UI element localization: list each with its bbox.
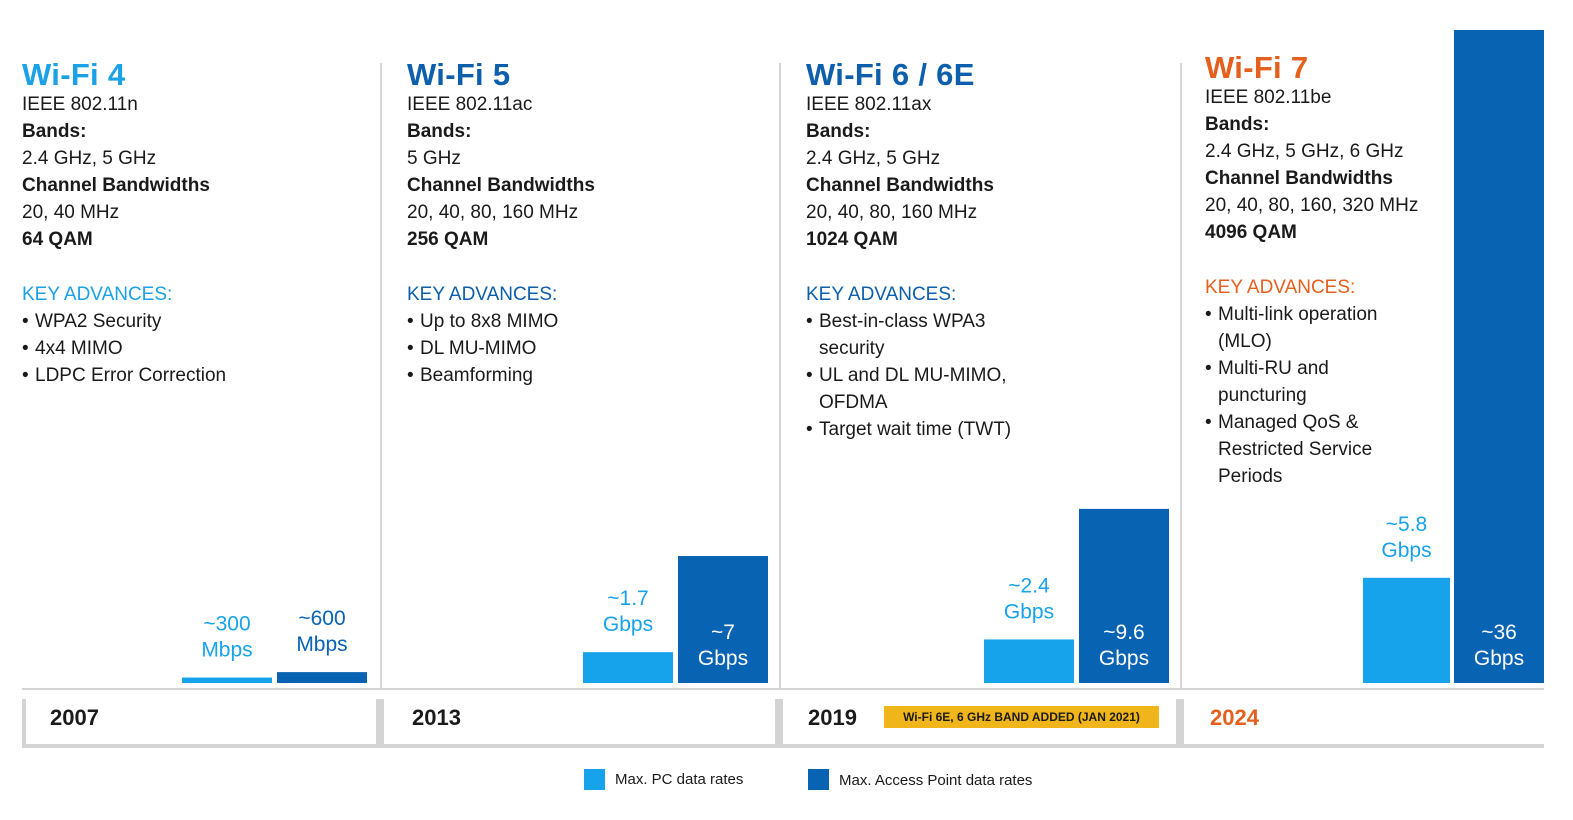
advance-item: Best-in-class WPA3 security [806, 308, 1056, 362]
advance-item: Beamforming [407, 362, 737, 389]
column-divider [380, 63, 382, 689]
key-advances: KEY ADVANCES: WPA2 Security 4x4 MIMO LDP… [22, 281, 352, 389]
chart-baseline [22, 688, 1544, 690]
bandwidth-label: Channel Bandwidths [22, 175, 210, 196]
pc-bar-label-2024: ~5.8 Gbps [1381, 513, 1431, 562]
pc-bar-2013 [583, 652, 673, 683]
year-label: 2007 [50, 705, 99, 730]
advance-item: WPA2 Security [22, 308, 352, 335]
key-advances-title: KEY ADVANCES: [806, 284, 957, 305]
bandwidth-label: Channel Bandwidths [407, 175, 595, 196]
advance-item: Multi-RU and puncturing [1205, 355, 1420, 409]
bands-label: Bands: [407, 121, 472, 142]
ap-bar-label-2019: ~9.6 Gbps [1099, 621, 1149, 670]
standard: IEEE 802.11be [1205, 87, 1332, 108]
ap-bar-2013 [678, 556, 768, 683]
year-label: 2024 [1210, 705, 1259, 730]
generation-title: Wi-Fi 5 [407, 57, 511, 92]
qam-value: 4096 QAM [1205, 222, 1297, 243]
advance-item: Managed QoS & Restricted Service Periods [1205, 409, 1420, 490]
key-advances-title: KEY ADVANCES: [407, 284, 558, 305]
advance-item: DL MU-MIMO [407, 335, 737, 362]
data-rate-chart: ~300 Mbps ~600 Mbps ~1.7 Gbps ~7 Gbps ~2.4 Gbps ~9… [182, 30, 1544, 683]
pc-bar-2019 [984, 639, 1074, 683]
bandwidth-label: Channel Bandwidths [1205, 168, 1393, 189]
ap-bar-2007 [277, 672, 367, 683]
bands-value: 2.4 GHz, 5 GHz [806, 148, 941, 169]
spec-block: IEEE 802.11be Bands: 2.4 GHz, 5 GHz, 6 G… [1205, 84, 1418, 246]
standard: IEEE 802.11ax [806, 94, 932, 115]
generation-title: Wi-Fi 4 [22, 57, 126, 92]
qam-value: 64 QAM [22, 229, 93, 250]
bands-value: 5 GHz [407, 148, 461, 169]
bandwidth-value: 20, 40, 80, 160 MHz [806, 202, 978, 223]
pc-bar-2007 [182, 677, 272, 683]
spec-block: IEEE 802.11n Bands: 2.4 GHz, 5 GHz Chann… [22, 91, 210, 253]
year-segment [22, 699, 380, 748]
ap-bar-label-2024: ~36 Gbps [1474, 621, 1524, 670]
year-segment [380, 699, 779, 748]
bandwidth-label: Channel Bandwidths [806, 175, 994, 196]
wifi6e-badge: Wi-Fi 6E, 6 GHz BAND ADDED (JAN 2021) [884, 706, 1159, 728]
pc-bar-label-2007: ~300 Mbps [201, 613, 252, 662]
bands-value: 2.4 GHz, 5 GHz, 6 GHz [1205, 141, 1404, 162]
advance-item: Multi-link operation (MLO) [1205, 301, 1420, 355]
legend-swatch-ap [808, 769, 829, 790]
bands-label: Bands: [806, 121, 871, 142]
standard: IEEE 802.11ac [407, 94, 533, 115]
advance-item: Up to 8x8 MIMO [407, 308, 737, 335]
ap-bar-2019 [1079, 508, 1169, 683]
pc-bar-label-2019: ~2.4 Gbps [1004, 574, 1054, 623]
column-divider [779, 63, 781, 689]
bands-label: Bands: [1205, 114, 1270, 135]
bandwidth-value: 20, 40 MHz [22, 202, 120, 223]
bands-label: Bands: [22, 121, 87, 142]
qam-value: 256 QAM [407, 229, 489, 250]
ap-bar-label-2013: ~7 Gbps [698, 621, 748, 670]
qam-value: 1024 QAM [806, 229, 898, 250]
ap-bar-label-2007: ~600 Mbps [296, 607, 347, 656]
pc-bar-label-2013: ~1.7 Gbps [603, 587, 653, 636]
bands-value: 2.4 GHz, 5 GHz [22, 148, 157, 169]
pc-bar-2024 [1363, 577, 1450, 683]
advance-item: Target wait time (TWT) [806, 416, 1056, 443]
spec-block: IEEE 802.11ac Bands: 5 GHz Channel Bandw… [407, 91, 595, 253]
bandwidth-value: 20, 40, 80, 160, 320 MHz [1205, 195, 1419, 216]
legend-label-ap: Max. Access Point data rates [839, 772, 1033, 789]
bandwidth-value: 20, 40, 80, 160 MHz [407, 202, 579, 223]
legend-label-pc: Max. PC data rates [615, 771, 744, 788]
ap-bar-2024 [1454, 30, 1544, 683]
key-advances: KEY ADVANCES: Best-in-class WPA3 securit… [806, 281, 1056, 443]
legend-swatch-pc [584, 769, 605, 790]
key-advances: KEY ADVANCES: Multi-link operation (MLO)… [1205, 274, 1420, 490]
year-label: 2013 [412, 705, 461, 730]
key-advances-title: KEY ADVANCES: [1205, 277, 1356, 298]
advance-item: UL and DL MU-MIMO, OFDMA [806, 362, 1056, 416]
key-advances: KEY ADVANCES: Up to 8x8 MIMO DL MU-MIMO … [407, 281, 737, 389]
advance-item: 4x4 MIMO [22, 335, 352, 362]
year-segment [1180, 699, 1544, 748]
spec-block: IEEE 802.11ax Bands: 2.4 GHz, 5 GHz Chan… [806, 91, 994, 253]
year-label: 2019 [808, 705, 857, 730]
standard: IEEE 802.11n [22, 94, 138, 115]
generation-title: Wi-Fi 7 [1205, 50, 1309, 85]
advance-item: LDPC Error Correction [22, 362, 352, 389]
key-advances-title: KEY ADVANCES: [22, 284, 173, 305]
generation-title: Wi-Fi 6 / 6E [806, 57, 975, 92]
column-divider [1180, 63, 1182, 689]
